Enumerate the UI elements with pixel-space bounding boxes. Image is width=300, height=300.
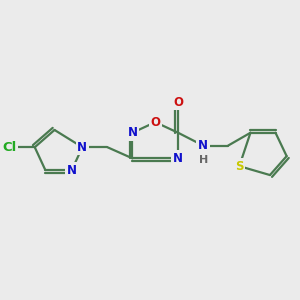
Text: N: N xyxy=(173,152,183,165)
Text: O: O xyxy=(150,116,160,129)
Text: S: S xyxy=(235,160,244,172)
Text: N: N xyxy=(77,141,87,154)
Text: O: O xyxy=(173,96,183,109)
Text: N: N xyxy=(128,126,137,139)
Text: H: H xyxy=(199,155,208,165)
Text: N: N xyxy=(67,164,77,176)
Text: N: N xyxy=(198,139,208,152)
Text: Cl: Cl xyxy=(2,141,16,154)
